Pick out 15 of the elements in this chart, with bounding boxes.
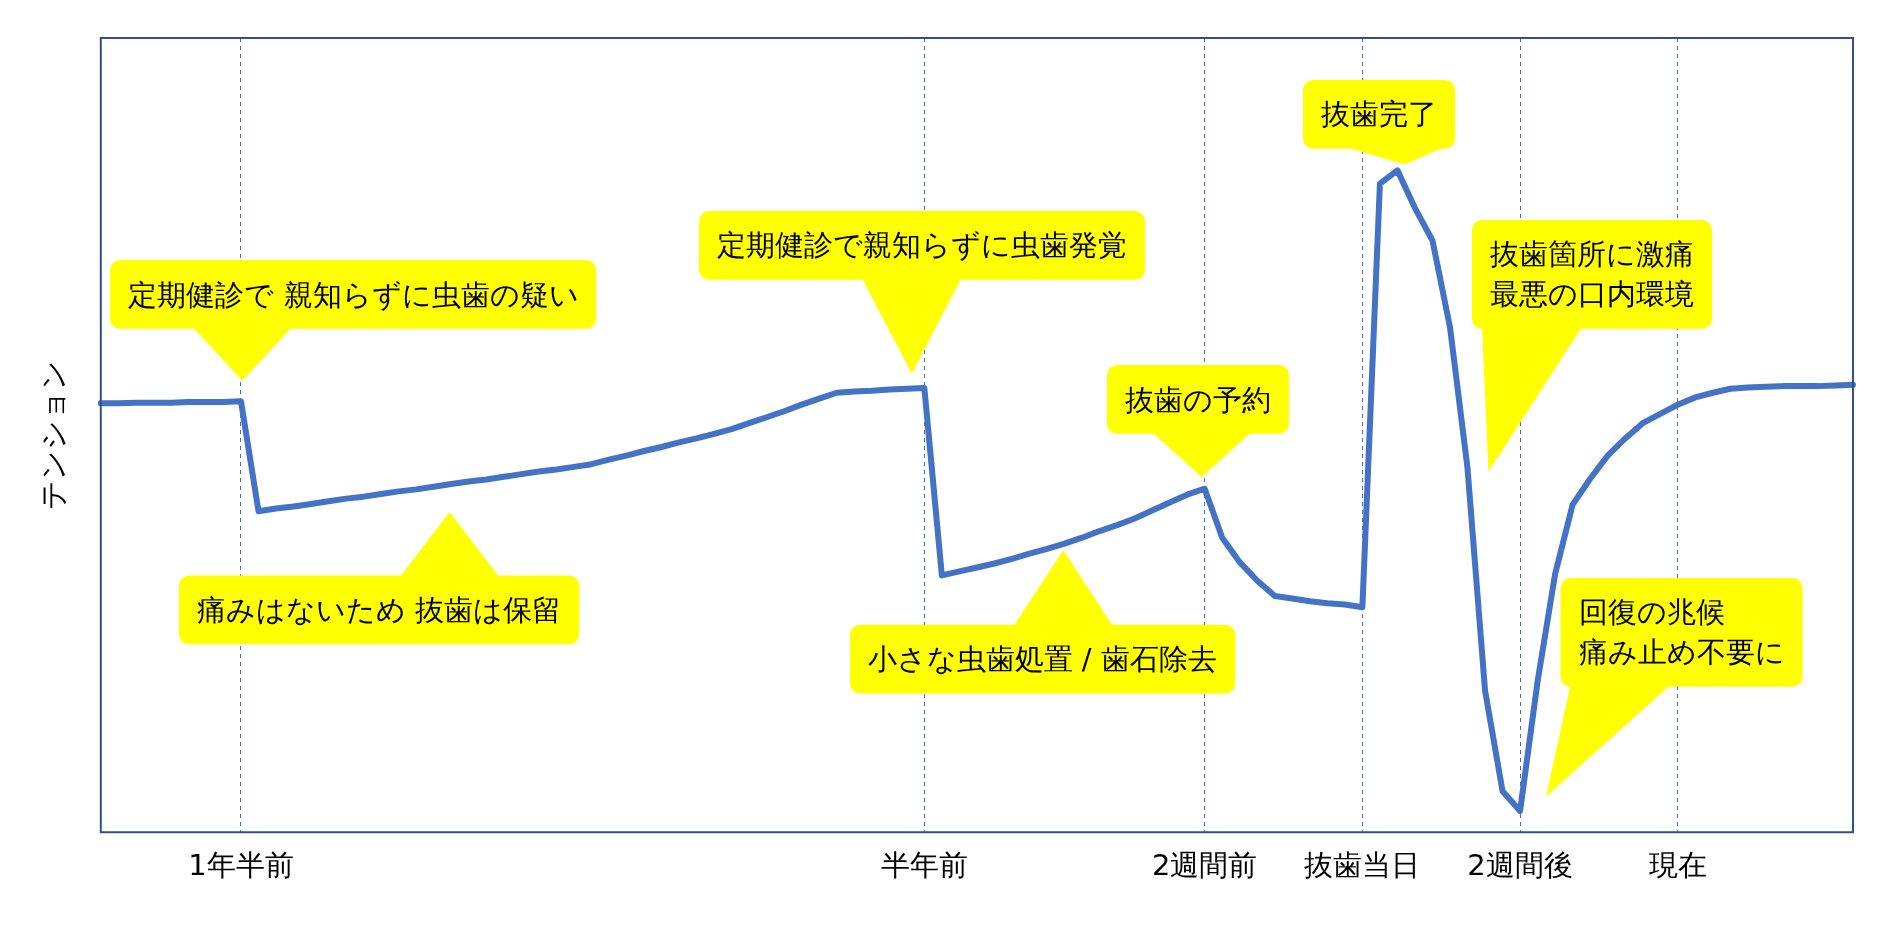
annotation: 回復の兆候痛み止め不要に: [1577, 594, 1786, 672]
annotation: 痛みはないため 抜歯は保留: [195, 592, 563, 630]
text: 抜歯完了: [1319, 96, 1438, 134]
x-tick-label: 2週間後: [1467, 848, 1573, 883]
annotation: 抜歯箇所に激痛最悪の口内環境: [1489, 236, 1696, 314]
annotation: 定期健診で親知らずに虫歯発覚: [716, 227, 1129, 265]
y-axis-title: テンション: [35, 360, 70, 511]
x-tick-label: 1年半前: [188, 848, 294, 883]
x-tick-label: 2週間前: [1151, 848, 1258, 883]
annotation: 定期健診で 親知らずに虫歯の疑い: [127, 276, 580, 314]
annotation: 小さな虫歯処置 / 歯石除去: [866, 641, 1218, 679]
x-tick-label: 抜歯当日: [1304, 848, 1421, 883]
annotation: 抜歯の予約: [1123, 381, 1272, 419]
x-tick-label: 現在: [1648, 848, 1707, 883]
x-tick-label: 半年前: [880, 848, 968, 883]
